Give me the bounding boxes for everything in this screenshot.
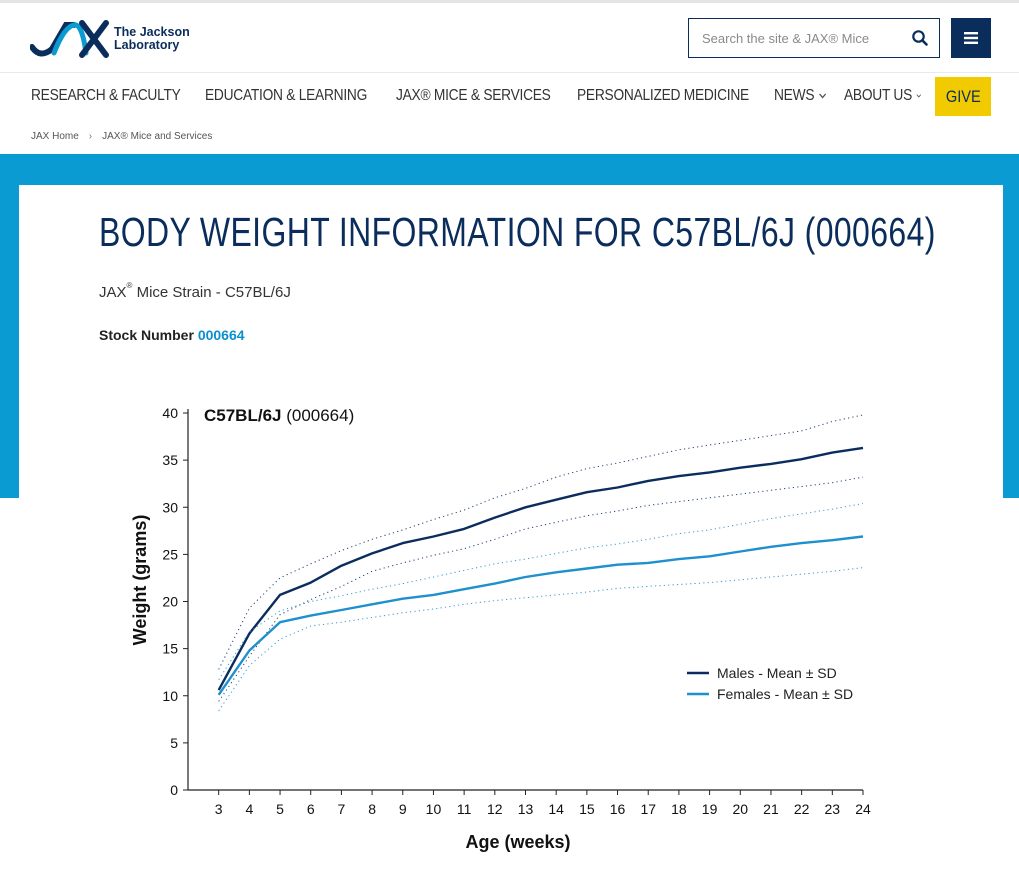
x-tick-label: 8 — [368, 801, 376, 817]
x-tick-label: 19 — [702, 801, 718, 817]
x-tick-label: 24 — [855, 801, 871, 817]
logo-line-2: Laboratory — [114, 38, 180, 52]
logo-text: The Jackson Laboratory — [114, 26, 190, 52]
stock-number-label: Stock Number — [99, 327, 198, 343]
hero-band — [0, 154, 1019, 185]
hero-band-left — [0, 154, 19, 498]
chart-title-strain: C57BL/6J — [204, 406, 281, 425]
y-tick-label: 15 — [162, 641, 178, 657]
breadcrumb: JAX Home › JAX® Mice and Services — [31, 131, 212, 142]
series-1-upper-sd — [218, 503, 864, 680]
y-tick-label: 35 — [162, 452, 178, 468]
jax-logo[interactable]: The Jackson Laboratory — [30, 18, 200, 60]
x-tick-label: 14 — [548, 801, 564, 817]
header-divider — [0, 72, 1019, 73]
x-tick-label: 22 — [794, 801, 810, 817]
x-tick-label: 5 — [276, 801, 284, 817]
hamburger-icon — [964, 32, 978, 44]
chevron-down-icon — [916, 94, 922, 98]
nav-label: NEWS — [774, 87, 815, 104]
chart-series — [217, 414, 864, 712]
breadcrumb-mice-services-link[interactable]: JAX® Mice and Services — [102, 131, 213, 142]
nav-jax-mice-services[interactable]: JAX® MICE & SERVICES — [396, 87, 552, 105]
main-nav: RESEARCH & FACULTY EDUCATION & LEARNING … — [31, 76, 934, 116]
y-tick-label: 10 — [162, 688, 178, 704]
stock-number-link[interactable]: 000664 — [197, 327, 245, 343]
x-tick-label: 12 — [487, 801, 503, 817]
y-tick-label: 5 — [170, 735, 178, 751]
y-tick-label: 40 — [162, 405, 178, 421]
nav-label: EDUCATION & LEARNING — [205, 87, 368, 104]
chart-title: C57BL/6J (000664) — [204, 406, 354, 425]
x-tick-label: 10 — [426, 801, 442, 817]
x-tick-label: 23 — [825, 801, 841, 817]
x-tick-label: 11 — [457, 801, 472, 817]
nav-news[interactable]: NEWS — [774, 87, 834, 105]
x-tick-label: 6 — [307, 801, 315, 817]
chart-axes: 0 5 10 15 20 25 30 35 40 3 4 5 6 7 8 9 10 11 12 13 14 15 16 17 1… — [162, 405, 871, 817]
y-tick-label: 20 — [162, 594, 178, 610]
page-title: BODY WEIGHT INFORMATION FOR C57BL/6J (00… — [99, 209, 936, 255]
nav-about-us[interactable]: ABOUT US — [844, 87, 922, 105]
y-axis-label: Weight (grams) — [130, 515, 150, 646]
breadcrumb-home-link[interactable]: JAX Home — [31, 131, 79, 142]
registered-mark: ® — [126, 281, 133, 290]
nav-label: ABOUT US — [844, 87, 913, 104]
strain-name: Mice Strain - C57BL/6J — [132, 284, 291, 301]
chevron-down-icon — [818, 93, 826, 99]
menu-button[interactable] — [951, 18, 991, 58]
breadcrumb-separator-icon: › — [88, 131, 93, 142]
series-1-mean-line — [217, 535, 864, 696]
give-label: GIVE — [945, 86, 981, 106]
body-weight-chart: C57BL/6J (000664) 0 5 10 15 20 25 30 35 40 3 4 5 6 7 8… — [130, 405, 871, 852]
nav-label: RESEARCH & FACULTY — [31, 87, 181, 104]
chart-legend: Males - Mean ± SD Females - Mean ± SD — [687, 665, 853, 702]
y-tick-label: 0 — [170, 782, 178, 798]
nav-label: PERSONALIZED MEDICINE — [577, 87, 749, 104]
x-tick-label: 16 — [610, 801, 626, 817]
x-tick-label: 7 — [338, 801, 346, 817]
x-tick-label: 17 — [640, 801, 656, 817]
give-button[interactable]: GIVE — [935, 77, 991, 116]
strain-line: JAX® Mice Strain - C57BL/6J — [99, 281, 291, 301]
series-0-upper-sd — [218, 414, 864, 670]
x-tick-label: 18 — [671, 801, 687, 817]
legend-label: Females - Mean ± SD — [717, 686, 853, 702]
x-tick-label: 15 — [579, 801, 595, 817]
nav-education-learning[interactable]: EDUCATION & LEARNING — [205, 87, 369, 105]
x-tick-label: 13 — [518, 801, 534, 817]
logo-line-1: The Jackson — [114, 25, 190, 39]
series-0-mean-line — [217, 446, 864, 691]
x-tick-label: 21 — [763, 801, 779, 817]
series-0-lower-sd — [218, 476, 864, 702]
search-input[interactable] — [702, 30, 897, 46]
y-tick-label: 30 — [162, 499, 178, 515]
nav-research-faculty[interactable]: RESEARCH & FACULTY — [31, 87, 181, 105]
x-tick-label: 4 — [245, 801, 253, 817]
y-tick-label: 25 — [162, 546, 178, 562]
jax-logo-mark — [30, 20, 109, 58]
site-search — [688, 18, 940, 58]
search-icon[interactable] — [911, 29, 929, 47]
top-border — [0, 0, 1019, 3]
x-axis-label: Age (weeks) — [465, 832, 570, 852]
strain-prefix: JAX — [99, 284, 127, 301]
legend-label: Males - Mean ± SD — [717, 665, 837, 681]
x-tick-label: 20 — [732, 801, 748, 817]
nav-label: JAX® MICE & SERVICES — [396, 87, 551, 104]
stock-number-line: Stock Number 000664 — [99, 327, 245, 343]
nav-personalized-medicine[interactable]: PERSONALIZED MEDICINE — [577, 87, 749, 105]
x-tick-label: 9 — [399, 801, 407, 817]
chart-title-stock: (000664) — [281, 406, 354, 425]
hero-band-right — [1003, 154, 1019, 498]
x-tick-label: 3 — [215, 801, 223, 817]
